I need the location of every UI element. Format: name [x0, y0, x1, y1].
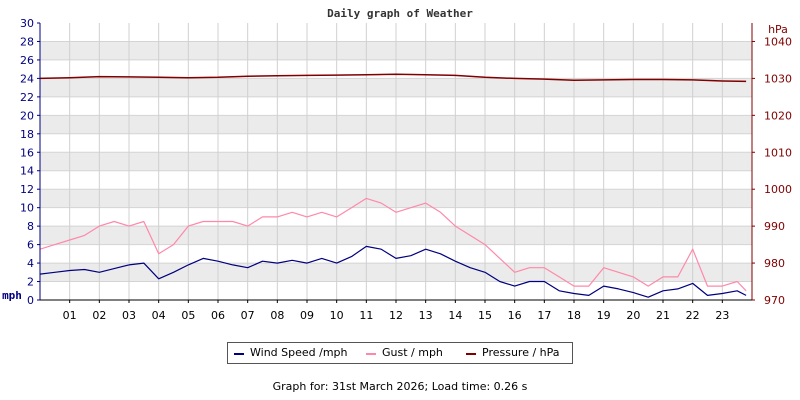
gust-series-line [39, 197, 747, 292]
x-axis-tick-label: 04 [152, 309, 166, 322]
x-axis-tick-label: 09 [300, 309, 314, 322]
right-axis-tick-label: 1030 [764, 72, 792, 85]
x-axis-tick-label: 21 [656, 309, 670, 322]
legend-swatch-wind-speed [234, 353, 244, 355]
chart-legend: Wind Speed /mph Gust / mph Pressure / hP… [227, 342, 573, 364]
wind-speed-series-line [39, 245, 747, 298]
x-axis-tick-label: 01 [63, 309, 77, 322]
right-axis-tick-label: 970 [764, 294, 785, 307]
left-axis-tick-label: 28 [20, 35, 34, 48]
chart-title: Daily graph of Weather [327, 7, 473, 20]
left-axis-tick-label: 20 [20, 109, 34, 122]
x-axis-tick-label: 02 [92, 309, 106, 322]
right-axis-tick-label: 1040 [764, 35, 792, 48]
left-axis-tick-label: 24 [20, 72, 34, 85]
x-axis-tick-label: 22 [686, 309, 700, 322]
x-axis-tick-label: 07 [241, 309, 255, 322]
x-axis-tick-label: 05 [181, 309, 195, 322]
left-axis-tick-label: 10 [20, 202, 34, 215]
right-axis-tick-label: 1010 [764, 146, 792, 159]
left-axis-tick-label: 26 [20, 54, 34, 67]
legend-label-gust: Gust / mph [382, 346, 443, 359]
legend-swatch-gust [366, 353, 376, 355]
left-axis-tick-label: 0 [27, 294, 34, 307]
right-axis-tick-label: 990 [764, 220, 785, 233]
x-axis-tick-label: 06 [211, 309, 225, 322]
x-axis-tick-label: 18 [567, 309, 581, 322]
x-axis-tick-label: 14 [448, 309, 462, 322]
x-axis-tick-label: 19 [597, 309, 611, 322]
x-axis-tick-label: 03 [122, 309, 136, 322]
left-axis-tick-label: 8 [27, 220, 34, 233]
legend-swatch-pressure [466, 353, 476, 355]
x-axis-tick-label: 16 [508, 309, 522, 322]
left-axis-tick-label: 22 [20, 91, 34, 104]
left-axis-tick-label: 12 [20, 183, 34, 196]
x-axis-tick-label: 12 [389, 309, 403, 322]
graph-footer: Graph for: 31st March 2026; Load time: 0… [272, 380, 528, 393]
x-axis-tick-label: 20 [626, 309, 640, 322]
right-axis-unit-label: hPa [768, 23, 788, 36]
left-axis-tick-label: 14 [20, 165, 34, 178]
left-axis-tick-label: 18 [20, 128, 34, 141]
left-axis-unit-label: mph [2, 289, 22, 302]
right-axis-tick-label: 980 [764, 257, 785, 270]
x-axis-tick-label: 13 [419, 309, 433, 322]
right-axis-tick-label: 1000 [764, 183, 792, 196]
x-axis-tick-label: 15 [478, 309, 492, 322]
left-axis-tick-label: 30 [20, 17, 34, 30]
legend-label-wind-speed: Wind Speed /mph [250, 346, 348, 359]
x-axis-tick-label: 23 [715, 309, 729, 322]
legend-label-pressure: Pressure / hPa [482, 346, 560, 359]
left-axis-tick-label: 2 [27, 276, 34, 289]
x-axis-tick-label: 11 [359, 309, 373, 322]
x-axis-tick-label: 08 [270, 309, 284, 322]
left-axis-tick-label: 16 [20, 146, 34, 159]
x-axis-tick-label: 17 [537, 309, 551, 322]
pressure-series-line [39, 73, 747, 83]
left-axis-tick-label: 4 [27, 257, 34, 270]
x-axis-tick-label: 10 [330, 309, 344, 322]
left-axis-tick-label: 6 [27, 239, 34, 252]
right-axis-tick-label: 1020 [764, 109, 792, 122]
